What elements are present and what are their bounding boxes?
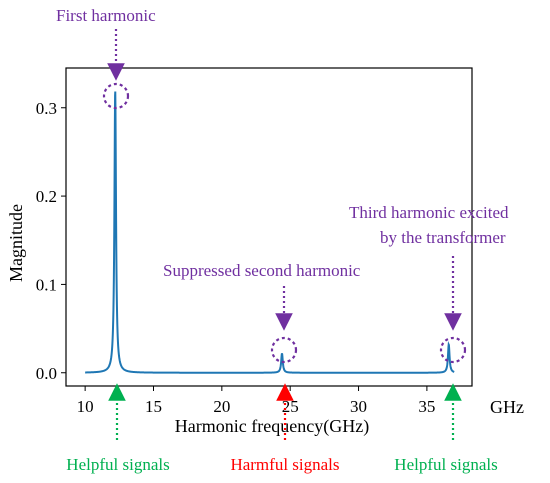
series-line <box>85 91 455 374</box>
circle-second-harmonic <box>270 336 298 364</box>
circle-third-harmonic <box>439 336 467 364</box>
x-unit-label: GHz <box>490 397 524 417</box>
plot-frame <box>65 67 473 387</box>
x-tick-label: 15 <box>145 397 162 416</box>
x-axis-ticks: 10 15 20 25 30 35 <box>77 386 435 416</box>
y-axis-ticks: 0.0 0.1 0.2 0.3 <box>36 99 66 383</box>
y-tick-label: 0.1 <box>36 275 57 294</box>
x-tick-label: 30 <box>350 397 367 416</box>
annotation-third-harmonic-line2: by the transformer <box>380 228 506 247</box>
label-harmful: Harmful signals <box>230 455 339 474</box>
y-tick-label: 0.3 <box>36 99 57 118</box>
annotation-third-harmonic-line1: Third harmonic excited <box>349 203 509 222</box>
x-tick-label: 10 <box>77 397 94 416</box>
x-tick-label: 35 <box>418 397 435 416</box>
y-tick-label: 0.2 <box>36 187 57 206</box>
label-helpful-right: Helpful signals <box>394 455 497 474</box>
annotation-second-harmonic: Suppressed second harmonic <box>163 261 361 280</box>
y-tick-label: 0.0 <box>36 364 57 383</box>
x-axis-label: Harmonic frequency(GHz) <box>175 416 369 437</box>
label-helpful-left: Helpful signals <box>66 455 169 474</box>
y-axis-label: Magnitude <box>6 204 26 282</box>
x-tick-label: 25 <box>282 397 299 416</box>
circle-first-harmonic <box>102 82 130 110</box>
annotation-first-harmonic: First harmonic <box>56 6 156 25</box>
x-tick-label: 20 <box>213 397 230 416</box>
